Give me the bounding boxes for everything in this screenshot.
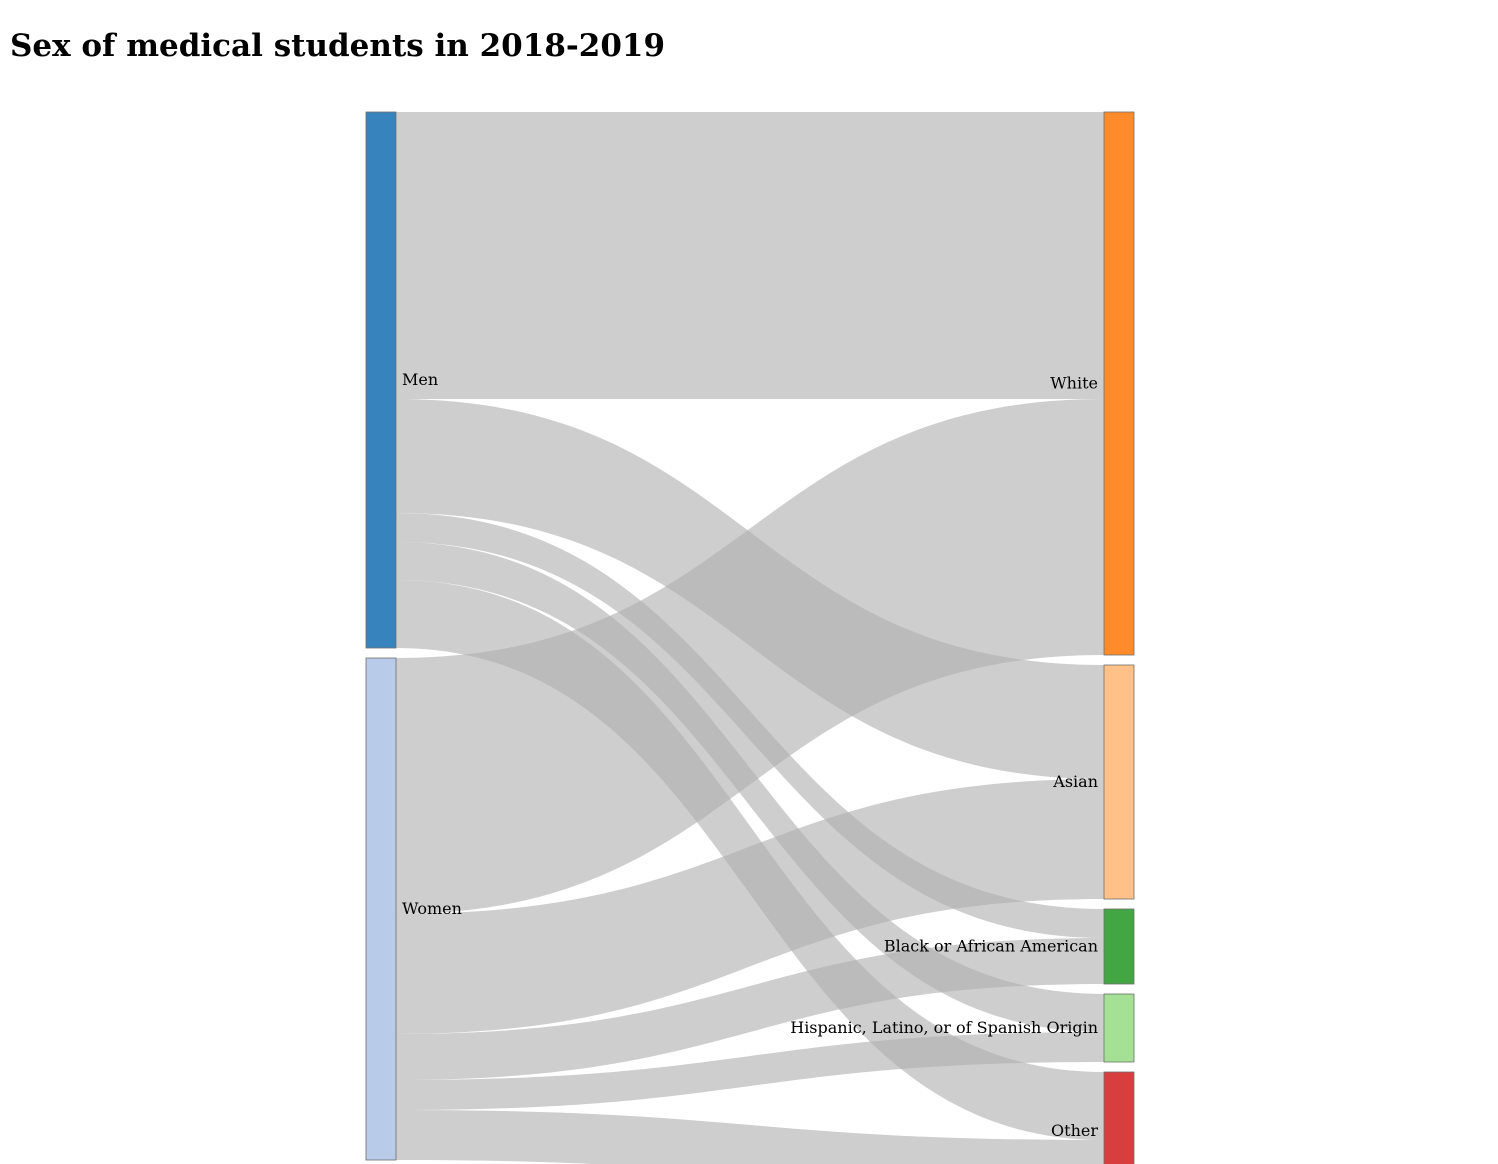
node-label-men: Men [402, 370, 438, 389]
node-label-asian: Asian [1052, 772, 1098, 791]
chart-title: Sex of medical students in 2018-2019 [10, 28, 666, 64]
link-men-to-white [396, 112, 1104, 399]
link-women-to-hispanic [396, 1032, 1104, 1110]
link-women-to-black [396, 938, 1104, 1080]
nodes: Men Women White Asian Black or African Ameri… [365, 111, 1135, 1164]
node-label-black: Black or African American [884, 937, 1098, 956]
node-label-white: White [1050, 374, 1098, 393]
link-women-to-other [396, 1110, 1104, 1164]
node-black [1103, 908, 1135, 985]
node-label-other: Other [1051, 1121, 1098, 1140]
node-asian [1103, 664, 1135, 900]
node-other [1103, 1071, 1135, 1164]
node-white [1103, 111, 1135, 656]
link-men-to-hispanic [396, 542, 1104, 1032]
node-women [365, 657, 397, 1161]
node-label-women: Women [402, 899, 462, 918]
link-women-to-white [396, 399, 1104, 914]
link-women-to-asian [396, 779, 1104, 1034]
node-men [365, 111, 397, 649]
node-hispanic [1103, 993, 1135, 1063]
node-label-hispanic: Hispanic, Latino, or of Spanish Origin [790, 1018, 1098, 1037]
links [396, 112, 1104, 1164]
